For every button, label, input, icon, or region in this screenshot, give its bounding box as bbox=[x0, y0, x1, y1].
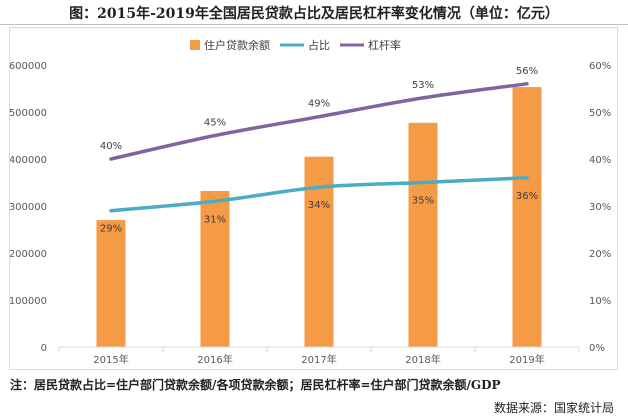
x-tick-label: 2017年 bbox=[301, 353, 336, 366]
share-data-label: 35% bbox=[412, 196, 434, 207]
share-data-label: 29% bbox=[100, 224, 122, 235]
leverage-data-label: 53% bbox=[412, 80, 434, 91]
y-right-tick-label: 50% bbox=[589, 108, 611, 119]
y-right-tick-label: 60% bbox=[589, 61, 611, 72]
leverage-data-label: 40% bbox=[100, 141, 122, 152]
y-right-tick-label: 30% bbox=[589, 202, 611, 213]
y-right-tick-label: 0% bbox=[589, 343, 605, 354]
leverage-data-label: 49% bbox=[308, 99, 330, 110]
x-tick-label: 2016年 bbox=[197, 353, 232, 366]
leverage-data-label: 45% bbox=[204, 118, 226, 129]
y-right-tick-label: 20% bbox=[589, 249, 611, 260]
y-left-tick-label: 600000 bbox=[10, 61, 47, 72]
leverage-data-label: 56% bbox=[516, 66, 538, 77]
legend-label-2: 杠杆率 bbox=[368, 38, 401, 52]
y-left-tick-label: 0 bbox=[41, 343, 47, 354]
title-divider bbox=[0, 24, 628, 25]
data-source: 数据来源：国家统计局 bbox=[493, 401, 614, 415]
x-tick-label: 2015年 bbox=[93, 353, 128, 366]
y-right-tick-label: 40% bbox=[589, 155, 611, 166]
legend-label-0: 住户贷款余额 bbox=[204, 38, 270, 52]
bar-3 bbox=[408, 122, 438, 347]
x-tick-label: 2019年 bbox=[509, 353, 544, 366]
chart-frame: 住户贷款余额 占比 杠杆率 0 100000 200000 300000 400000 5000… bbox=[9, 27, 618, 370]
y-right-tick-label: 10% bbox=[589, 296, 611, 307]
share-line bbox=[109, 176, 529, 213]
bar-1 bbox=[200, 190, 230, 347]
y-left-tick-label: 500000 bbox=[10, 108, 47, 119]
bar-0 bbox=[96, 220, 126, 347]
y-left-tick-label: 300000 bbox=[10, 202, 47, 213]
bar-4 bbox=[512, 87, 542, 347]
x-tick-label: 2018年 bbox=[405, 353, 440, 366]
legend-swatch-0 bbox=[190, 40, 200, 50]
y-left-tick-label: 400000 bbox=[10, 155, 47, 166]
leverage-line bbox=[109, 82, 529, 161]
legend-label-1: 占比 bbox=[308, 38, 330, 52]
y-left-tick-label: 200000 bbox=[10, 249, 47, 260]
combo-chart: 住户贷款余额 占比 杠杆率 0 100000 200000 300000 400000 5000… bbox=[10, 38, 611, 366]
page-title: 图：2015年-2019年全国居民贷款占比及居民杠杆率变化情况（单位：亿元） bbox=[69, 6, 559, 22]
share-data-label: 34% bbox=[308, 200, 330, 211]
footnote: 注：居民贷款占比=住户部门贷款余额/各项贷款余额；居民杠杆率=住户部门贷款余额/… bbox=[10, 378, 501, 392]
y-left-tick-label: 100000 bbox=[10, 296, 47, 307]
share-data-label: 36% bbox=[516, 191, 538, 202]
share-data-label: 31% bbox=[204, 214, 226, 225]
